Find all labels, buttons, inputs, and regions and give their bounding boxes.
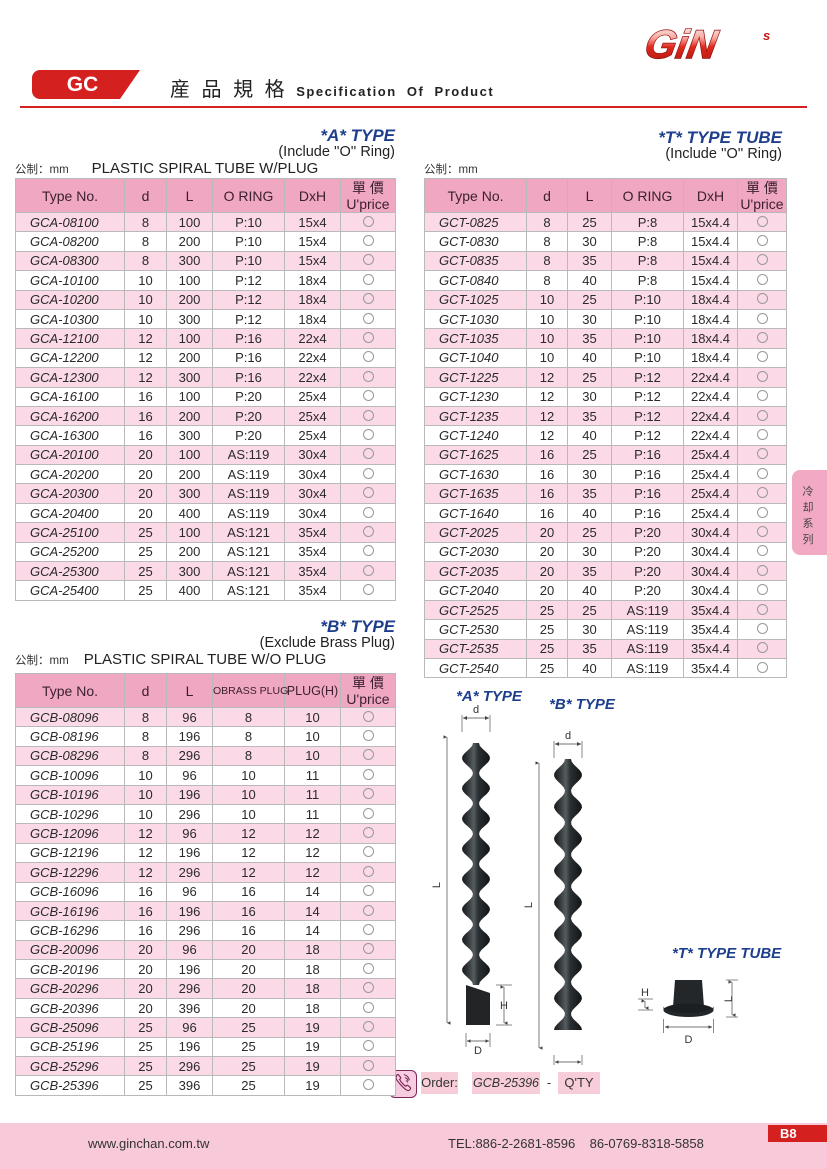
svg-text:d: d	[565, 730, 571, 742]
svg-text:L: L	[431, 882, 443, 888]
svg-text:D: D	[474, 1045, 482, 1057]
svg-text:s: s	[763, 28, 770, 43]
svg-text:*T* TYPE TUBE: *T* TYPE TUBE	[672, 945, 782, 962]
svg-text:GiN: GiN	[645, 22, 722, 67]
svg-text:*A* TYPE: *A* TYPE	[456, 688, 523, 705]
svg-text:d: d	[473, 704, 479, 716]
svg-text:H: H	[641, 987, 649, 999]
svg-text:L: L	[723, 996, 735, 1002]
svg-text:*B* TYPE: *B* TYPE	[549, 696, 616, 713]
svg-text:H: H	[500, 1000, 508, 1012]
svg-text:D: D	[685, 1034, 693, 1046]
svg-text:L: L	[523, 902, 535, 908]
